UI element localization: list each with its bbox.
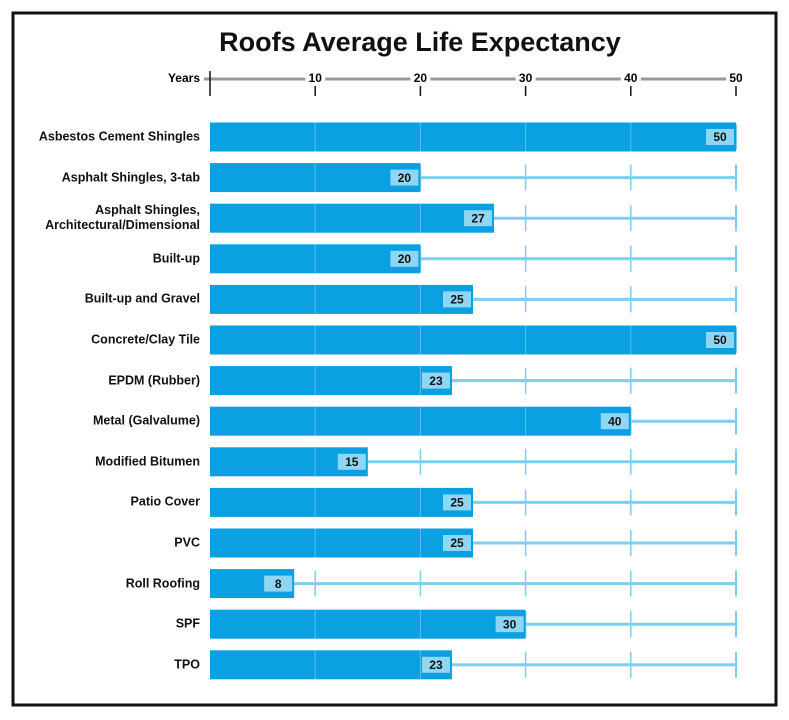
category-label: Modified Bitumen <box>95 454 200 469</box>
value-label-bg <box>706 129 734 145</box>
frame <box>11 11 778 707</box>
value-label-bg <box>600 413 629 430</box>
category-label: Concrete/Clay Tile <box>91 332 200 347</box>
category-label: Metal (Galvalume) <box>93 413 200 428</box>
value-label-bg <box>264 575 293 592</box>
category-label: Built-up <box>152 251 200 266</box>
x-tick-label: 20 <box>414 71 428 85</box>
tick-label-bg <box>305 71 326 86</box>
value-label: 23 <box>429 374 443 388</box>
value-label-bg <box>421 372 450 389</box>
value-label: 8 <box>275 577 282 591</box>
tick-label-bg <box>410 71 431 86</box>
tick-label-bg <box>726 71 746 86</box>
value-label: 50 <box>713 130 727 144</box>
value-label: 20 <box>398 171 412 185</box>
value-label: 30 <box>503 617 517 631</box>
bar <box>210 284 473 314</box>
bar <box>210 122 736 152</box>
x-tick-label: 50 <box>729 71 743 85</box>
x-axis-label: Years <box>168 71 200 85</box>
category-label: TPO <box>174 657 200 672</box>
value-label: 25 <box>450 536 464 550</box>
value-label: 15 <box>345 455 359 469</box>
value-label-bg <box>443 291 471 308</box>
category-label: Roll Roofing <box>125 576 200 591</box>
x-tick-label: 40 <box>624 71 638 85</box>
value-label-bg <box>390 250 419 267</box>
category-label: Patio Cover <box>130 494 200 509</box>
x-tick-label: 10 <box>309 71 323 85</box>
value-label: 40 <box>608 414 622 428</box>
tick-label-bg <box>515 71 536 86</box>
bar <box>210 203 495 233</box>
chart-title: Roofs Average Life Expectancy <box>219 27 621 57</box>
x-tick-label: 30 <box>519 71 533 85</box>
tick-label-bg <box>620 71 641 86</box>
value-label-bg <box>337 453 366 470</box>
value-label-bg <box>464 210 493 227</box>
value-label: 23 <box>429 658 443 672</box>
value-label-bg <box>495 616 524 633</box>
value-label-bg <box>443 535 471 551</box>
value-label-bg <box>443 494 471 511</box>
value-label-bg <box>706 332 734 348</box>
value-label: 25 <box>450 496 464 510</box>
category-label: PVC <box>174 535 200 550</box>
value-label: 50 <box>713 333 727 347</box>
category-label: Asphalt Shingles, 3-tab <box>61 170 200 185</box>
category-label: SPF <box>175 616 200 631</box>
bar <box>210 366 452 396</box>
category-label: Asbestos Cement Shingles <box>38 129 200 144</box>
category-label: Asphalt Shingles, Architectural/Dimensio… <box>45 203 200 233</box>
bar <box>210 325 736 355</box>
bar <box>210 487 473 517</box>
value-label-bg <box>390 169 419 186</box>
value-label: 25 <box>450 293 464 307</box>
category-label: Built-up and Gravel <box>84 291 200 306</box>
value-label: 20 <box>398 252 412 266</box>
bar <box>210 609 526 639</box>
bar <box>210 650 452 680</box>
value-label-bg <box>421 656 450 673</box>
bar <box>210 528 473 558</box>
value-label: 27 <box>471 211 485 225</box>
category-label: EPDM (Rubber) <box>108 373 200 388</box>
